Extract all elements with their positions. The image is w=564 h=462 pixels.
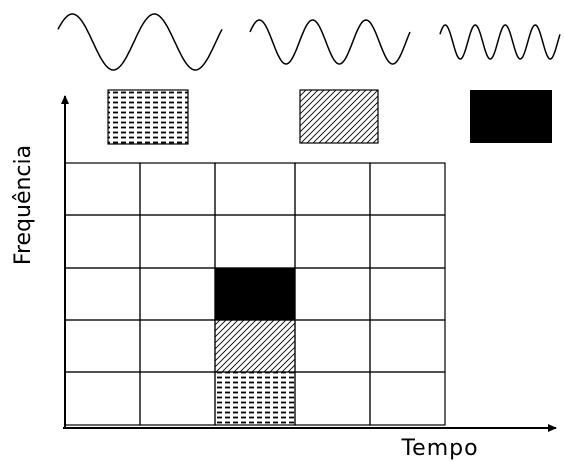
waves (57, 13, 561, 71)
grid-cell (214, 214, 296, 269)
grid-cell (64, 319, 141, 373)
wave (439, 24, 561, 60)
cell-mid (215, 320, 295, 372)
grid-cell (294, 319, 371, 373)
grid-cell (64, 214, 141, 269)
wave (57, 13, 223, 71)
grid-cell (139, 214, 216, 269)
grid-cell (294, 371, 371, 426)
grid-cell (369, 162, 446, 216)
grid-cell (369, 319, 446, 373)
legend-mid (299, 89, 379, 144)
grid-cell (139, 162, 216, 216)
grid-cell (369, 371, 446, 426)
grid-cell (139, 267, 216, 321)
grid-cell (294, 162, 371, 216)
grid (64, 162, 446, 426)
grid-cell (64, 371, 141, 426)
grid-cell (294, 214, 371, 269)
grid-cell (64, 267, 141, 321)
y-label: Frequência (11, 145, 36, 265)
cell-low (215, 372, 295, 425)
legend-low (107, 89, 189, 145)
grid-cell (64, 162, 141, 216)
grid-cell (294, 267, 371, 321)
cell-high (215, 268, 295, 320)
grid-cell (214, 162, 296, 216)
x-label: Tempo (400, 436, 478, 461)
grid-cell (369, 267, 446, 321)
grid-cell (139, 371, 216, 426)
legend-high (470, 90, 552, 143)
grid-cell (369, 214, 446, 269)
grid-cell (139, 319, 216, 373)
wave (249, 19, 411, 65)
